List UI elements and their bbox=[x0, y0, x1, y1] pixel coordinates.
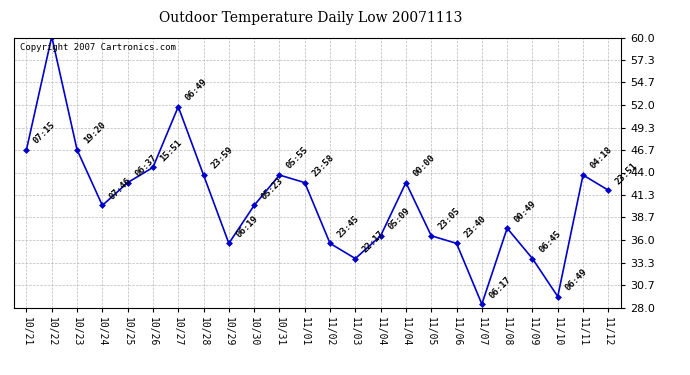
Text: 07:46: 07:46 bbox=[108, 176, 133, 201]
Text: 06:37: 06:37 bbox=[133, 153, 159, 178]
Text: 05:55: 05:55 bbox=[285, 146, 310, 171]
Text: 19:20: 19:20 bbox=[83, 120, 108, 146]
Text: 04:18: 04:18 bbox=[589, 146, 614, 171]
Text: 06:17: 06:17 bbox=[487, 274, 513, 300]
Text: 22:17: 22:17 bbox=[361, 229, 386, 254]
Text: 07:15: 07:15 bbox=[32, 120, 57, 146]
Text: 15:51: 15:51 bbox=[159, 138, 184, 163]
Text: 23:59: 23:59 bbox=[209, 146, 235, 171]
Text: Copyright 2007 Cartronics.com: Copyright 2007 Cartronics.com bbox=[20, 43, 176, 52]
Text: 23:45: 23:45 bbox=[335, 214, 361, 239]
Text: 23:58: 23:58 bbox=[310, 153, 335, 178]
Text: 00:00: 00:00 bbox=[411, 153, 437, 178]
Text: 05:23: 05:23 bbox=[259, 176, 285, 201]
Text: 06:49: 06:49 bbox=[184, 77, 209, 102]
Text: 07:56: 07:56 bbox=[0, 374, 1, 375]
Text: 23:40: 23:40 bbox=[462, 214, 487, 239]
Text: Outdoor Temperature Daily Low 20071113: Outdoor Temperature Daily Low 20071113 bbox=[159, 11, 462, 25]
Text: 05:09: 05:09 bbox=[386, 206, 411, 232]
Text: 23:05: 23:05 bbox=[437, 206, 462, 232]
Text: 06:49: 06:49 bbox=[563, 267, 589, 292]
Text: 06:45: 06:45 bbox=[538, 229, 563, 254]
Text: 00:49: 00:49 bbox=[513, 199, 538, 224]
Text: 06:19: 06:19 bbox=[235, 214, 259, 239]
Text: 23:51: 23:51 bbox=[614, 160, 639, 186]
